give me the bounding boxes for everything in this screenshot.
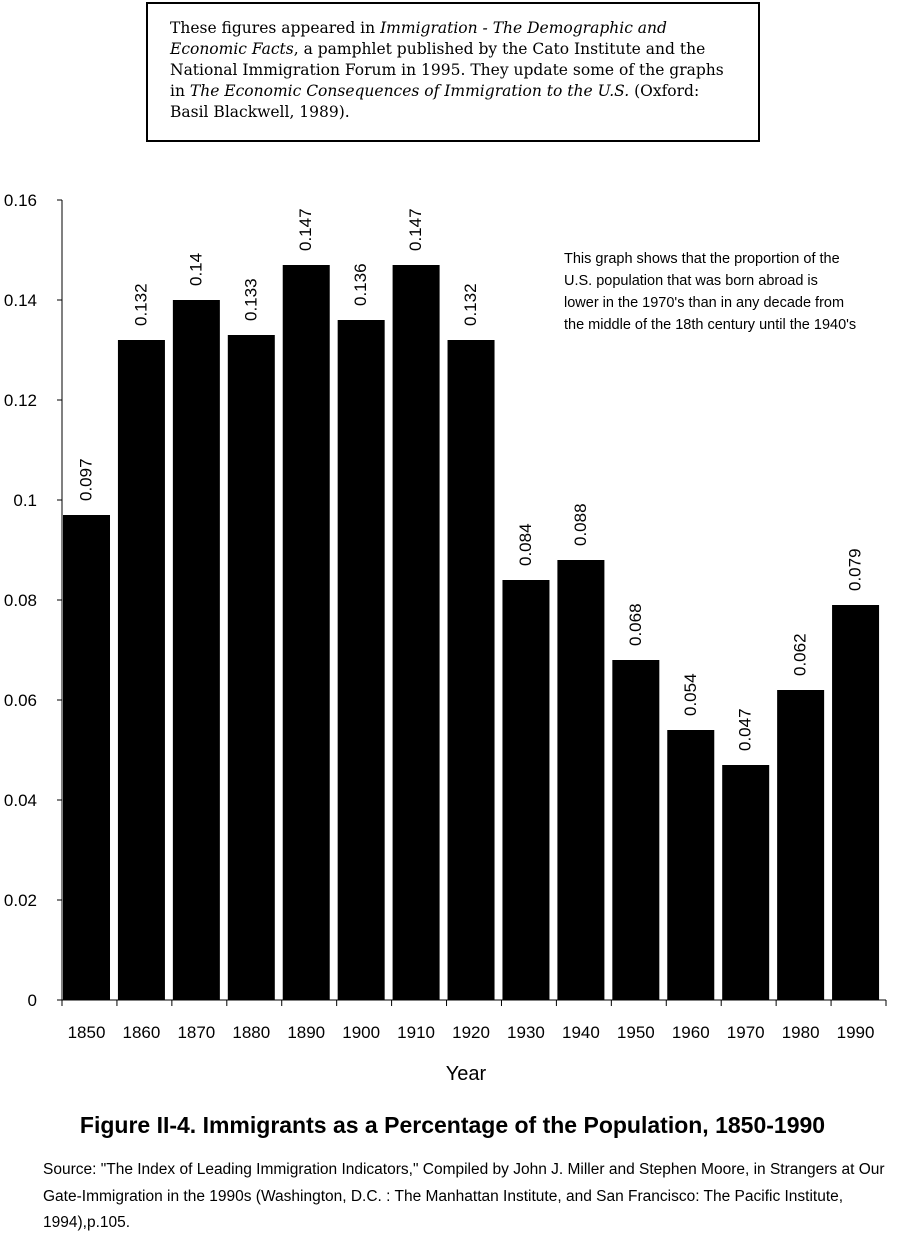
bar-1860 xyxy=(117,340,165,1000)
annotation-line-2: U.S. population that was born abroad is xyxy=(564,273,818,289)
bar-1960 xyxy=(667,730,715,1000)
y-tick-label: 0.02 xyxy=(4,891,37,910)
y-tick-label: 0 xyxy=(28,991,37,1010)
data-label-1850: 0.097 xyxy=(77,458,96,501)
y-tick-label: 0.16 xyxy=(4,191,37,210)
data-label-1920: 0.132 xyxy=(461,283,480,326)
data-label-1860: 0.132 xyxy=(131,283,150,326)
bar-1950 xyxy=(612,660,660,1000)
x-tick-label-1860: 1860 xyxy=(123,1023,161,1042)
data-label-1870: 0.14 xyxy=(186,253,205,286)
bar-1930 xyxy=(502,580,550,1000)
y-tick-label: 0.1 xyxy=(13,491,37,510)
x-tick-label-1910: 1910 xyxy=(397,1023,435,1042)
note-title-2: The Economic Consequences of Immigration… xyxy=(189,82,630,100)
x-tick-label-1950: 1950 xyxy=(617,1023,655,1042)
x-tick-label-1930: 1930 xyxy=(507,1023,545,1042)
bar-1990 xyxy=(832,605,880,1000)
bar-1870 xyxy=(172,300,220,1000)
data-label-1980: 0.062 xyxy=(791,633,810,676)
bar-1900 xyxy=(337,320,385,1000)
y-tick-label: 0.06 xyxy=(4,691,37,710)
x-tick-label-1850: 1850 xyxy=(68,1023,106,1042)
note-text-2: , a pamphlet published by the Cato Insti… xyxy=(170,40,724,100)
bar-1880 xyxy=(227,335,275,1000)
bar-1970 xyxy=(722,765,770,1000)
x-tick-label-1870: 1870 xyxy=(177,1023,215,1042)
annotation-line-3: lower in the 1970's than in any decade f… xyxy=(564,295,844,311)
data-label-1910: 0.147 xyxy=(406,208,425,251)
x-tick-label-1980: 1980 xyxy=(782,1023,820,1042)
x-tick-label-1990: 1990 xyxy=(837,1023,875,1042)
bar-1920 xyxy=(447,340,495,1000)
bar-1980 xyxy=(777,690,825,1000)
note-box: These figures appeared in Immigration - … xyxy=(146,2,760,142)
data-label-1900: 0.136 xyxy=(351,263,370,306)
annotation-line-4: the middle of the 18th century until the… xyxy=(564,317,856,333)
data-label-1930: 0.084 xyxy=(516,523,535,566)
annotation-line-1: This graph shows that the proportion of … xyxy=(564,251,840,267)
data-label-1880: 0.133 xyxy=(241,278,260,321)
data-label-1960: 0.054 xyxy=(681,673,700,716)
x-tick-label-1960: 1960 xyxy=(672,1023,710,1042)
bar-1850 xyxy=(63,515,110,1000)
x-tick-label-1920: 1920 xyxy=(452,1023,490,1042)
x-axis-title: Year xyxy=(446,1063,487,1085)
data-label-1990: 0.079 xyxy=(846,548,865,591)
y-tick-label: 0.12 xyxy=(4,391,37,410)
x-tick-label-1900: 1900 xyxy=(342,1023,380,1042)
bar-1910 xyxy=(392,265,440,1000)
x-tick-label-1880: 1880 xyxy=(232,1023,270,1042)
note-text-1: These figures appeared in xyxy=(170,19,381,37)
note-title-1: Immigration - The Demographic and Econom… xyxy=(170,19,667,58)
data-label-1940: 0.088 xyxy=(571,503,590,546)
source-note: Source: "The Index of Leading Immigratio… xyxy=(43,1161,885,1231)
data-label-1950: 0.068 xyxy=(626,603,645,646)
data-label-1890: 0.147 xyxy=(296,208,315,251)
x-tick-label-1970: 1970 xyxy=(727,1023,765,1042)
y-tick-label: 0.14 xyxy=(4,291,37,310)
bar-1940 xyxy=(557,560,605,1000)
data-label-1970: 0.047 xyxy=(736,708,755,751)
note-text-3: (Oxford: Basil Blackwell, 1989). xyxy=(170,82,700,121)
figure-title: Figure II-4. Immigrants as a Percentage … xyxy=(79,1112,826,1138)
y-tick-label: 0.04 xyxy=(4,791,37,810)
y-tick-label: 0.08 xyxy=(4,591,37,610)
x-tick-label-1940: 1940 xyxy=(562,1023,600,1042)
bar-chart: 0 0.02 0.04 0.06 0.08 0.1 0.12 0.14 0.16 0.097 185… xyxy=(4,191,887,1085)
bar-1890 xyxy=(282,265,330,1000)
x-tick-label-1890: 1890 xyxy=(287,1023,325,1042)
